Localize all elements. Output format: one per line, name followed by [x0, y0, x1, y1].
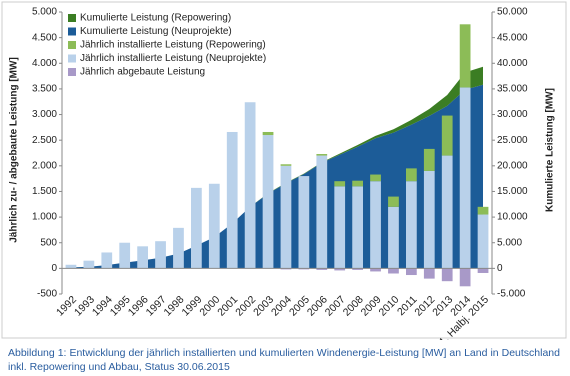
y-tick-label: 2.000 [32, 160, 57, 171]
bar [441, 155, 453, 269]
bar [441, 115, 453, 156]
bar [423, 268, 435, 279]
bar [459, 268, 471, 287]
y-tick-label: 1.500 [32, 186, 57, 197]
bar [334, 186, 346, 269]
y-tick-label: 500 [40, 237, 57, 248]
bar [226, 131, 238, 269]
bar [101, 252, 113, 269]
y-tick-label: 3.000 [32, 109, 57, 120]
chart: Jährlich zu- / abgebaute Leistung [MW] K… [1, 1, 567, 340]
bar [423, 170, 435, 269]
bar [280, 165, 292, 269]
bar [83, 260, 95, 269]
y2-tick-label: 45.000 [497, 32, 528, 43]
bar [370, 174, 381, 182]
y2-tick-label: 35.000 [497, 84, 528, 95]
y-tick-label: -500 [37, 289, 57, 300]
bar [65, 264, 77, 269]
y2-tick-label: 5.000 [497, 237, 522, 248]
bar [316, 155, 328, 269]
bar [280, 164, 292, 166]
area [71, 84, 483, 269]
y-axis-title: Jährlich zu- / abgebaute Leistung [MW] [9, 57, 20, 243]
bar [370, 268, 381, 272]
legend-swatch [68, 41, 76, 49]
y-tick-label: 4.000 [32, 58, 57, 69]
bar [459, 87, 471, 269]
bar [280, 268, 292, 270]
y2-tick-label: 20.000 [497, 160, 528, 171]
bar [477, 268, 489, 273]
caption: Abbildung 1: Entwicklung der jährlich in… [8, 347, 560, 373]
y-tick-label: 0 [51, 263, 57, 274]
y2-tick-label: 40.000 [497, 58, 528, 69]
bar [155, 241, 166, 269]
bar [316, 154, 328, 156]
y2-tick-label: 50.000 [497, 7, 528, 18]
bar [459, 24, 471, 88]
bar [423, 148, 435, 171]
y-tick-label: 1.000 [32, 212, 57, 223]
bar [352, 186, 363, 269]
bar [334, 268, 346, 271]
bar [244, 102, 256, 269]
bar [208, 183, 220, 269]
y-tick-label: 2.500 [32, 135, 57, 146]
y2-tick-label: 0 [497, 263, 503, 274]
bar [173, 227, 184, 269]
legend-swatch [68, 54, 76, 63]
bar [352, 268, 363, 270]
y2-tick-label: 15.000 [497, 186, 528, 197]
bar [316, 268, 328, 270]
y-tick-label: 4.500 [32, 32, 57, 43]
y2-axis-title: Kumulierte Leistung [MW] [545, 88, 556, 212]
bar [388, 268, 399, 274]
legend-swatch [68, 68, 76, 76]
y2-tick-label: 30.000 [497, 109, 528, 120]
bar [262, 131, 274, 136]
bar [262, 135, 274, 269]
legend-label: Jährlich installierte Leistung (Repoweri… [80, 40, 266, 51]
y-tick-label: 3.500 [32, 84, 57, 95]
bar [388, 196, 399, 207]
bar [298, 176, 310, 269]
y2-tick-label: 10.000 [497, 212, 528, 223]
bar [406, 268, 417, 276]
bar [352, 180, 363, 187]
bar [191, 187, 202, 269]
bar [119, 242, 131, 269]
bar [334, 181, 346, 187]
legend-label: Jährlich abgebaute Leistung [80, 67, 205, 78]
bar [441, 268, 453, 282]
legend-label: Jährlich installierte Leistung (Neuproje… [80, 53, 266, 64]
bar [477, 206, 489, 215]
legend-label: Kumulierte Leistung (Neuprojekte) [80, 26, 232, 37]
bar [137, 246, 148, 269]
legend-swatch [68, 27, 76, 36]
y2-tick-label: 25.000 [497, 135, 528, 146]
bar [298, 268, 310, 270]
bar [477, 214, 489, 269]
bar [370, 181, 381, 269]
y2-tick-label: -5.000 [497, 289, 526, 300]
bar [406, 168, 417, 182]
chart-frame [1, 1, 567, 339]
legend-swatch [68, 14, 76, 22]
bar [388, 206, 399, 269]
y-tick-label: 5.000 [32, 7, 57, 18]
bar [406, 181, 417, 269]
legend-label: Kumulierte Leistung (Repowering) [80, 13, 231, 24]
